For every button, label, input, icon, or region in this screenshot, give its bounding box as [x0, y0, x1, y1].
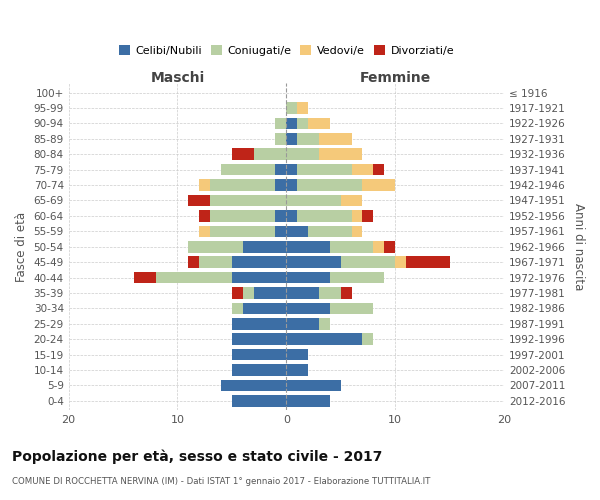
Bar [297, 118, 308, 129]
Bar [297, 210, 352, 222]
Bar [188, 256, 199, 268]
Bar [286, 241, 330, 252]
Bar [232, 364, 286, 376]
Text: Femmine: Femmine [359, 71, 431, 85]
Bar [286, 118, 297, 129]
Bar [210, 210, 275, 222]
Bar [232, 272, 286, 283]
Bar [352, 226, 362, 237]
Bar [188, 241, 243, 252]
Bar [275, 133, 286, 144]
Bar [297, 133, 319, 144]
Bar [286, 194, 341, 206]
Bar [286, 302, 330, 314]
Bar [275, 180, 286, 191]
Bar [286, 349, 308, 360]
Bar [362, 210, 373, 222]
Text: Popolazione per età, sesso e stato civile - 2017: Popolazione per età, sesso e stato civil… [12, 450, 382, 464]
Bar [254, 287, 286, 299]
Bar [286, 180, 297, 191]
Bar [297, 102, 308, 114]
Bar [221, 164, 275, 175]
Bar [341, 287, 352, 299]
Text: Maschi: Maschi [151, 71, 205, 85]
Bar [319, 148, 362, 160]
Bar [243, 287, 254, 299]
Bar [286, 334, 362, 345]
Bar [188, 194, 210, 206]
Bar [286, 287, 319, 299]
Bar [232, 334, 286, 345]
Bar [232, 148, 254, 160]
Bar [210, 194, 286, 206]
Bar [373, 241, 384, 252]
Bar [395, 256, 406, 268]
Bar [232, 256, 286, 268]
Bar [341, 194, 362, 206]
Bar [319, 287, 341, 299]
Bar [330, 272, 384, 283]
Bar [330, 241, 373, 252]
Bar [275, 118, 286, 129]
Bar [297, 164, 352, 175]
Bar [286, 133, 297, 144]
Bar [199, 210, 210, 222]
Legend: Celibi/Nubili, Coniugati/e, Vedovi/e, Divorziati/e: Celibi/Nubili, Coniugati/e, Vedovi/e, Di… [116, 43, 456, 59]
Text: COMUNE DI ROCCHETTA NERVINA (IM) - Dati ISTAT 1° gennaio 2017 - Elaborazione TUT: COMUNE DI ROCCHETTA NERVINA (IM) - Dati … [12, 478, 430, 486]
Bar [330, 302, 373, 314]
Bar [341, 256, 395, 268]
Bar [221, 380, 286, 392]
Bar [210, 180, 275, 191]
Bar [352, 210, 362, 222]
Bar [243, 241, 286, 252]
Bar [286, 272, 330, 283]
Bar [286, 364, 308, 376]
Bar [134, 272, 156, 283]
Y-axis label: Fasce di età: Fasce di età [15, 212, 28, 282]
Bar [286, 380, 341, 392]
Bar [275, 210, 286, 222]
Bar [352, 164, 373, 175]
Bar [297, 180, 362, 191]
Bar [362, 180, 395, 191]
Bar [362, 334, 373, 345]
Bar [286, 226, 308, 237]
Bar [286, 148, 319, 160]
Bar [232, 395, 286, 406]
Bar [254, 148, 286, 160]
Y-axis label: Anni di nascita: Anni di nascita [572, 203, 585, 290]
Bar [232, 302, 243, 314]
Bar [319, 133, 352, 144]
Bar [286, 318, 319, 330]
Bar [232, 318, 286, 330]
Bar [319, 318, 330, 330]
Bar [275, 226, 286, 237]
Bar [384, 241, 395, 252]
Bar [373, 164, 384, 175]
Bar [232, 287, 243, 299]
Bar [286, 164, 297, 175]
Bar [406, 256, 449, 268]
Bar [199, 180, 210, 191]
Bar [286, 395, 330, 406]
Bar [286, 102, 297, 114]
Bar [210, 226, 275, 237]
Bar [232, 349, 286, 360]
Bar [286, 256, 341, 268]
Bar [308, 226, 352, 237]
Bar [308, 118, 330, 129]
Bar [243, 302, 286, 314]
Bar [199, 226, 210, 237]
Bar [275, 164, 286, 175]
Bar [286, 210, 297, 222]
Bar [156, 272, 232, 283]
Bar [199, 256, 232, 268]
